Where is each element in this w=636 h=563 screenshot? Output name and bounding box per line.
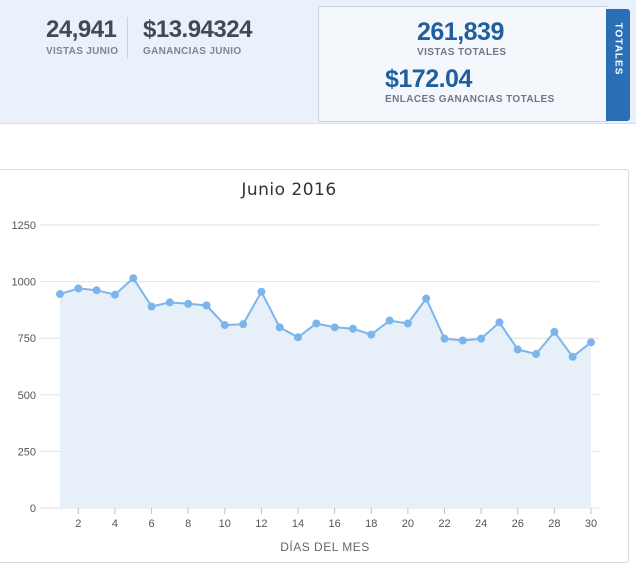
data-point[interactable]	[532, 350, 541, 359]
data-point[interactable]	[495, 318, 504, 327]
data-point[interactable]	[513, 345, 522, 354]
month-views-value: 24,941	[46, 16, 117, 43]
month-earnings-value: $13.94324	[143, 16, 252, 43]
y-tick-label: 250	[18, 446, 36, 458]
x-tick-label: 14	[292, 518, 304, 530]
chart-title: Junio 2016	[240, 180, 336, 200]
totals-panel: 261,839 VISTAS TOTALES $172.04 ENLACES G…	[318, 6, 607, 122]
data-point[interactable]	[550, 327, 559, 336]
x-tick-label: 10	[219, 518, 231, 530]
series-area	[60, 278, 591, 508]
data-point[interactable]	[220, 321, 229, 330]
total-views-label: VISTAS TOTALES	[417, 47, 507, 58]
total-earnings-value: $172.04	[385, 65, 472, 93]
data-point[interactable]	[202, 301, 211, 310]
data-point[interactable]	[56, 290, 64, 299]
x-axis-ticks: 2 4 6 8 10 12 14 16 18 20 22 24 26 28 30	[75, 508, 597, 530]
y-axis-ticks: 0 250 500 750 1000 1250	[12, 220, 36, 515]
data-point[interactable]	[147, 302, 156, 311]
x-tick-label: 30	[585, 518, 597, 530]
x-tick-label: 22	[438, 518, 450, 530]
data-point[interactable]	[568, 352, 577, 361]
y-tick-label: 1000	[12, 277, 36, 289]
data-point[interactable]	[294, 333, 303, 342]
x-tick-label: 24	[475, 518, 487, 530]
x-axis-label: DÍAS DEL MES	[280, 539, 370, 554]
month-views-stat: 24,941 VISTAS JUNIO	[46, 16, 118, 57]
data-point[interactable]	[440, 334, 449, 343]
x-tick-label: 28	[548, 518, 560, 530]
data-point[interactable]	[74, 284, 83, 293]
month-views-label: VISTAS JUNIO	[46, 46, 119, 57]
data-point[interactable]	[257, 287, 266, 296]
x-tick-label: 12	[255, 518, 267, 530]
month-earnings-stat: $13.94324 GANANCIAS JUNIO	[143, 16, 252, 57]
x-tick-label: 18	[365, 518, 377, 530]
data-point[interactable]	[348, 324, 357, 333]
total-earnings-stat: $172.04 ENLACES GANANCIAS TOTALES	[385, 65, 555, 105]
data-point[interactable]	[330, 323, 339, 332]
data-point[interactable]	[422, 294, 431, 303]
stat-divider	[127, 17, 128, 59]
totals-tab[interactable]: TOTALES	[606, 9, 630, 121]
data-point[interactable]	[275, 323, 284, 332]
data-point[interactable]	[184, 299, 193, 308]
total-earnings-label: ENLACES GANANCIAS TOTALES	[385, 94, 555, 105]
series-points	[56, 274, 595, 361]
data-point[interactable]	[367, 330, 376, 339]
series-line	[59, 276, 592, 359]
data-point[interactable]	[129, 274, 138, 283]
month-earnings-label: GANANCIAS JUNIO	[143, 46, 242, 57]
x-tick-label: 20	[402, 518, 414, 530]
data-point[interactable]	[458, 336, 467, 345]
x-tick-label: 2	[75, 518, 81, 530]
data-point[interactable]	[92, 286, 101, 295]
data-point[interactable]	[587, 338, 595, 347]
total-views-stat: 261,839 VISTAS TOTALES	[417, 18, 507, 58]
x-tick-label: 16	[329, 518, 341, 530]
data-point[interactable]	[239, 320, 248, 329]
stats-header: 24,941 VISTAS JUNIO $13.94324 GANANCIAS …	[0, 0, 636, 124]
y-tick-label: 1250	[12, 220, 36, 232]
x-tick-label: 26	[512, 518, 524, 530]
total-views-value: 261,839	[417, 18, 504, 46]
y-tick-label: 750	[18, 333, 36, 345]
data-point[interactable]	[110, 290, 119, 299]
data-point[interactable]	[385, 316, 394, 325]
y-tick-label: 0	[30, 503, 36, 515]
x-tick-label: 8	[185, 518, 191, 530]
y-tick-label: 500	[18, 390, 36, 402]
x-tick-label: 6	[148, 518, 154, 530]
data-point[interactable]	[477, 334, 486, 343]
data-point[interactable]	[403, 319, 412, 328]
data-point[interactable]	[312, 319, 321, 328]
x-tick-label: 4	[112, 518, 118, 530]
data-point[interactable]	[165, 298, 174, 307]
